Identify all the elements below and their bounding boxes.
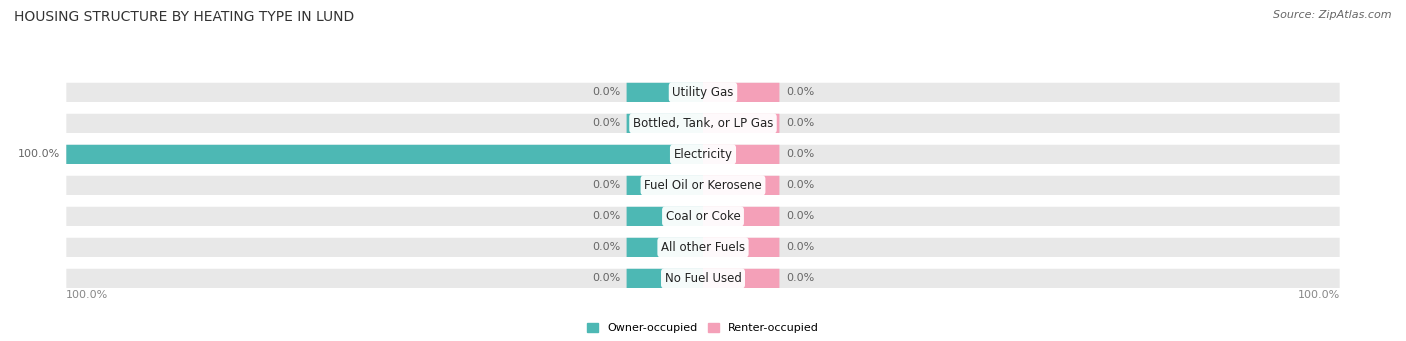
Text: 0.0%: 0.0% [786, 87, 814, 98]
Text: 100.0%: 100.0% [1298, 291, 1340, 300]
FancyBboxPatch shape [66, 269, 1340, 288]
FancyBboxPatch shape [703, 238, 779, 257]
FancyBboxPatch shape [703, 176, 779, 195]
Text: 0.0%: 0.0% [786, 149, 814, 159]
Text: 0.0%: 0.0% [786, 118, 814, 128]
Text: 0.0%: 0.0% [786, 273, 814, 283]
Text: HOUSING STRUCTURE BY HEATING TYPE IN LUND: HOUSING STRUCTURE BY HEATING TYPE IN LUN… [14, 10, 354, 24]
FancyBboxPatch shape [703, 83, 779, 102]
FancyBboxPatch shape [627, 207, 703, 226]
Legend: Owner-occupied, Renter-occupied: Owner-occupied, Renter-occupied [582, 318, 824, 338]
Text: 100.0%: 100.0% [66, 291, 108, 300]
Text: 0.0%: 0.0% [786, 211, 814, 221]
FancyBboxPatch shape [66, 145, 1340, 164]
Text: Coal or Coke: Coal or Coke [665, 210, 741, 223]
FancyBboxPatch shape [627, 114, 703, 133]
FancyBboxPatch shape [627, 176, 703, 195]
Text: All other Fuels: All other Fuels [661, 241, 745, 254]
FancyBboxPatch shape [66, 207, 1340, 226]
Text: Electricity: Electricity [673, 148, 733, 161]
Text: 0.0%: 0.0% [592, 242, 620, 252]
FancyBboxPatch shape [703, 269, 779, 288]
FancyBboxPatch shape [627, 269, 703, 288]
FancyBboxPatch shape [703, 114, 779, 133]
FancyBboxPatch shape [66, 238, 1340, 257]
Text: 100.0%: 100.0% [18, 149, 60, 159]
Text: 0.0%: 0.0% [592, 180, 620, 190]
FancyBboxPatch shape [66, 83, 1340, 102]
FancyBboxPatch shape [703, 207, 779, 226]
Text: Utility Gas: Utility Gas [672, 86, 734, 99]
Text: 0.0%: 0.0% [592, 118, 620, 128]
FancyBboxPatch shape [66, 176, 1340, 195]
Text: Fuel Oil or Kerosene: Fuel Oil or Kerosene [644, 179, 762, 192]
Text: 0.0%: 0.0% [786, 180, 814, 190]
Text: 0.0%: 0.0% [592, 87, 620, 98]
Text: No Fuel Used: No Fuel Used [665, 272, 741, 285]
Text: Source: ZipAtlas.com: Source: ZipAtlas.com [1274, 10, 1392, 20]
FancyBboxPatch shape [66, 145, 703, 164]
Text: Bottled, Tank, or LP Gas: Bottled, Tank, or LP Gas [633, 117, 773, 130]
FancyBboxPatch shape [66, 114, 1340, 133]
Text: 0.0%: 0.0% [592, 211, 620, 221]
FancyBboxPatch shape [627, 238, 703, 257]
FancyBboxPatch shape [703, 145, 779, 164]
Text: 0.0%: 0.0% [592, 273, 620, 283]
FancyBboxPatch shape [627, 83, 703, 102]
Text: 0.0%: 0.0% [786, 242, 814, 252]
